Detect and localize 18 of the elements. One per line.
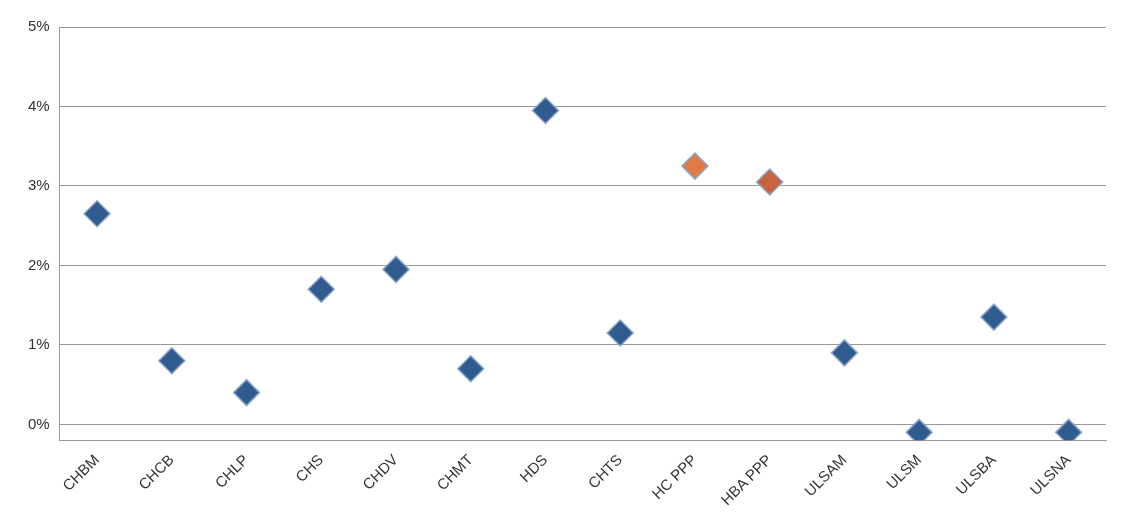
y-tick-label: 4% xyxy=(27,96,50,114)
y-tick-label: 2% xyxy=(27,255,50,273)
point xyxy=(830,339,859,367)
point xyxy=(83,200,111,228)
y-tick-label: 3% xyxy=(27,176,50,194)
y-tick-label: 5% xyxy=(27,17,50,35)
point xyxy=(232,378,261,407)
point xyxy=(755,168,784,196)
y-tick-label: 0% xyxy=(27,414,50,432)
point xyxy=(307,275,336,304)
point xyxy=(606,319,634,347)
point xyxy=(456,355,485,383)
point xyxy=(531,96,560,125)
point xyxy=(980,303,1008,331)
point xyxy=(681,152,709,180)
point xyxy=(158,347,186,375)
point xyxy=(382,255,410,284)
y-tick-label: 1% xyxy=(27,335,50,353)
